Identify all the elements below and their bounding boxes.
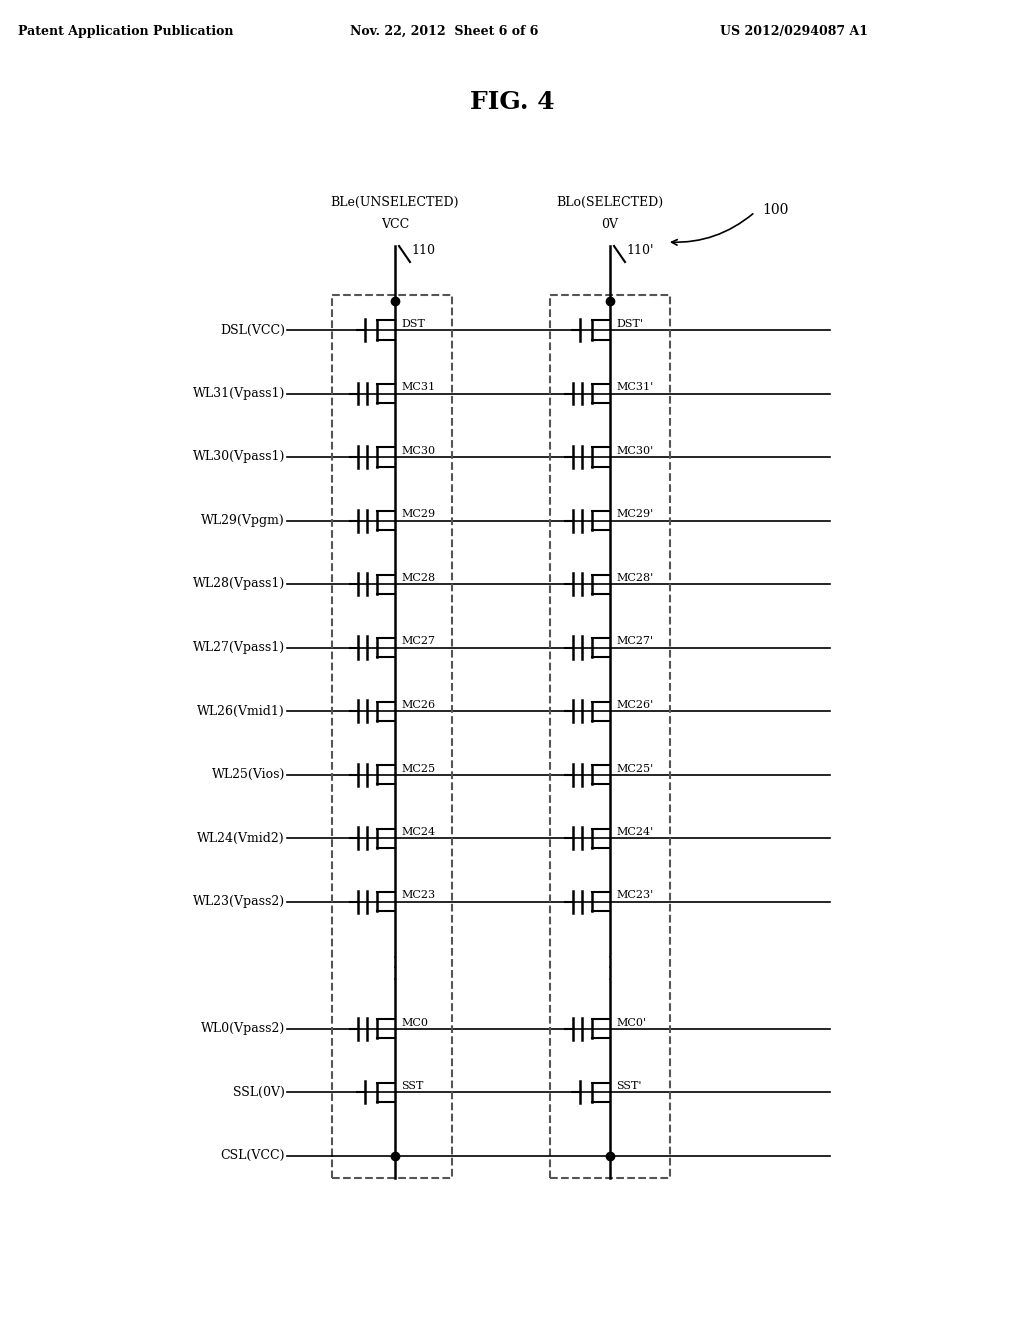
Text: WL0(Vpass2): WL0(Vpass2) [201, 1022, 285, 1035]
Text: MC25': MC25' [616, 763, 653, 774]
Text: WL23(Vpass2): WL23(Vpass2) [193, 895, 285, 908]
Text: MC29': MC29' [616, 510, 653, 520]
Text: VCC: VCC [381, 218, 410, 231]
Text: MC28: MC28 [401, 573, 435, 583]
Text: WL25(Vios): WL25(Vios) [212, 768, 285, 781]
Text: WL28(Vpass1): WL28(Vpass1) [193, 578, 285, 590]
Text: 110': 110' [626, 243, 653, 256]
Text: MC26: MC26 [401, 700, 435, 710]
Text: MC31': MC31' [616, 383, 653, 392]
Text: US 2012/0294087 A1: US 2012/0294087 A1 [720, 25, 868, 38]
Text: MC29: MC29 [401, 510, 435, 520]
Text: DST': DST' [616, 319, 643, 329]
Text: WL31(Vpass1): WL31(Vpass1) [193, 387, 285, 400]
Text: .
.
.: . . . [608, 948, 612, 982]
Text: MC28': MC28' [616, 573, 653, 583]
Text: SST: SST [401, 1081, 423, 1092]
Text: MC23: MC23 [401, 891, 435, 900]
Text: MC31: MC31 [401, 383, 435, 392]
Text: MC24: MC24 [401, 828, 435, 837]
Text: WL26(Vmid1): WL26(Vmid1) [198, 705, 285, 718]
Text: MC0': MC0' [616, 1018, 646, 1027]
Text: MC30': MC30' [616, 446, 653, 455]
Text: Nov. 22, 2012  Sheet 6 of 6: Nov. 22, 2012 Sheet 6 of 6 [350, 25, 539, 38]
Text: WL27(Vpass1): WL27(Vpass1) [193, 642, 285, 653]
Text: 110: 110 [411, 243, 435, 256]
Text: CSL(VCC): CSL(VCC) [220, 1148, 285, 1162]
Text: WL24(Vmid2): WL24(Vmid2) [198, 832, 285, 845]
Text: MC23': MC23' [616, 891, 653, 900]
Text: BLe(UNSELECTED): BLe(UNSELECTED) [331, 195, 459, 209]
Text: SSL(0V): SSL(0V) [233, 1085, 285, 1098]
Text: SST': SST' [616, 1081, 641, 1092]
Text: FIG. 4: FIG. 4 [470, 90, 554, 114]
Text: WL29(Vpgm): WL29(Vpgm) [202, 513, 285, 527]
Text: MC27': MC27' [616, 636, 653, 647]
Text: BLo(SELECTED): BLo(SELECTED) [556, 195, 664, 209]
Text: MC30: MC30 [401, 446, 435, 455]
Text: .
.
.: . . . [393, 948, 397, 982]
Text: MC25: MC25 [401, 763, 435, 774]
Text: WL30(Vpass1): WL30(Vpass1) [193, 450, 285, 463]
Text: DST: DST [401, 319, 425, 329]
Text: Patent Application Publication: Patent Application Publication [18, 25, 233, 38]
Text: MC26': MC26' [616, 700, 653, 710]
Text: MC0: MC0 [401, 1018, 428, 1027]
Text: 0V: 0V [601, 218, 618, 231]
Text: 100: 100 [762, 203, 788, 216]
Text: MC27: MC27 [401, 636, 435, 647]
Text: MC24': MC24' [616, 828, 653, 837]
Text: DSL(VCC): DSL(VCC) [220, 323, 285, 337]
